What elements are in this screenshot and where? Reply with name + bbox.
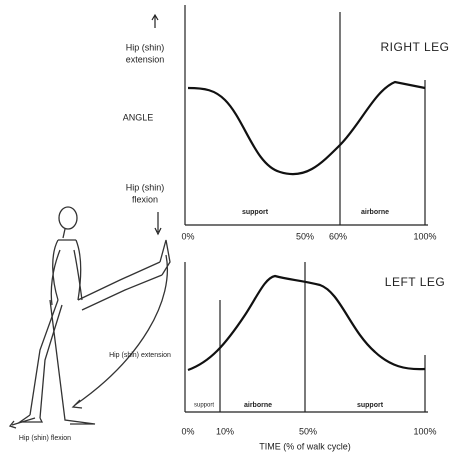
tick-label: 10% <box>216 426 234 436</box>
figure-label: Hip (shin) extension <box>109 352 171 359</box>
y-middle-label: ANGLE <box>123 112 154 122</box>
tick-label: 0% <box>181 231 194 241</box>
y-top-label: Hip (shin) <box>126 42 165 52</box>
phase-label: support <box>194 403 214 409</box>
tick-label: 0% <box>181 426 194 436</box>
chart-title: RIGHT LEG <box>381 40 450 54</box>
x-axis-label: TIME (% of walk cycle) <box>259 441 351 451</box>
phase-label: airborne <box>361 209 389 216</box>
phase-label: support <box>242 209 269 216</box>
right-leg-chart: RIGHT LEG support airborne 0% 50% 60% 10… <box>181 5 449 241</box>
chart-title: LEFT LEG <box>385 275 445 289</box>
left-leg-chart: LEFT LEG support airborne support 0% 10%… <box>181 262 445 451</box>
tick-label: 50% <box>299 426 317 436</box>
swing-arc <box>75 255 167 405</box>
figure-label: Hip (shin) flexion <box>19 435 71 442</box>
walking-figure <box>10 207 170 428</box>
y-bottom-label: flexion <box>132 194 158 204</box>
gait-diagram: Hip (shin) extension ANGLE Hip (shin) fl… <box>0 0 452 455</box>
tick-label: 50% <box>296 231 314 241</box>
tick-label: 60% <box>329 231 347 241</box>
angle-curve <box>188 82 425 174</box>
angle-curve <box>188 276 425 370</box>
tick-label: 100% <box>413 231 436 241</box>
y-bottom-label: Hip (shin) <box>126 182 165 192</box>
phase-label: support <box>357 402 384 409</box>
y-top-label: extension <box>126 54 165 64</box>
phase-label: airborne <box>244 402 272 409</box>
tick-label: 100% <box>413 426 436 436</box>
